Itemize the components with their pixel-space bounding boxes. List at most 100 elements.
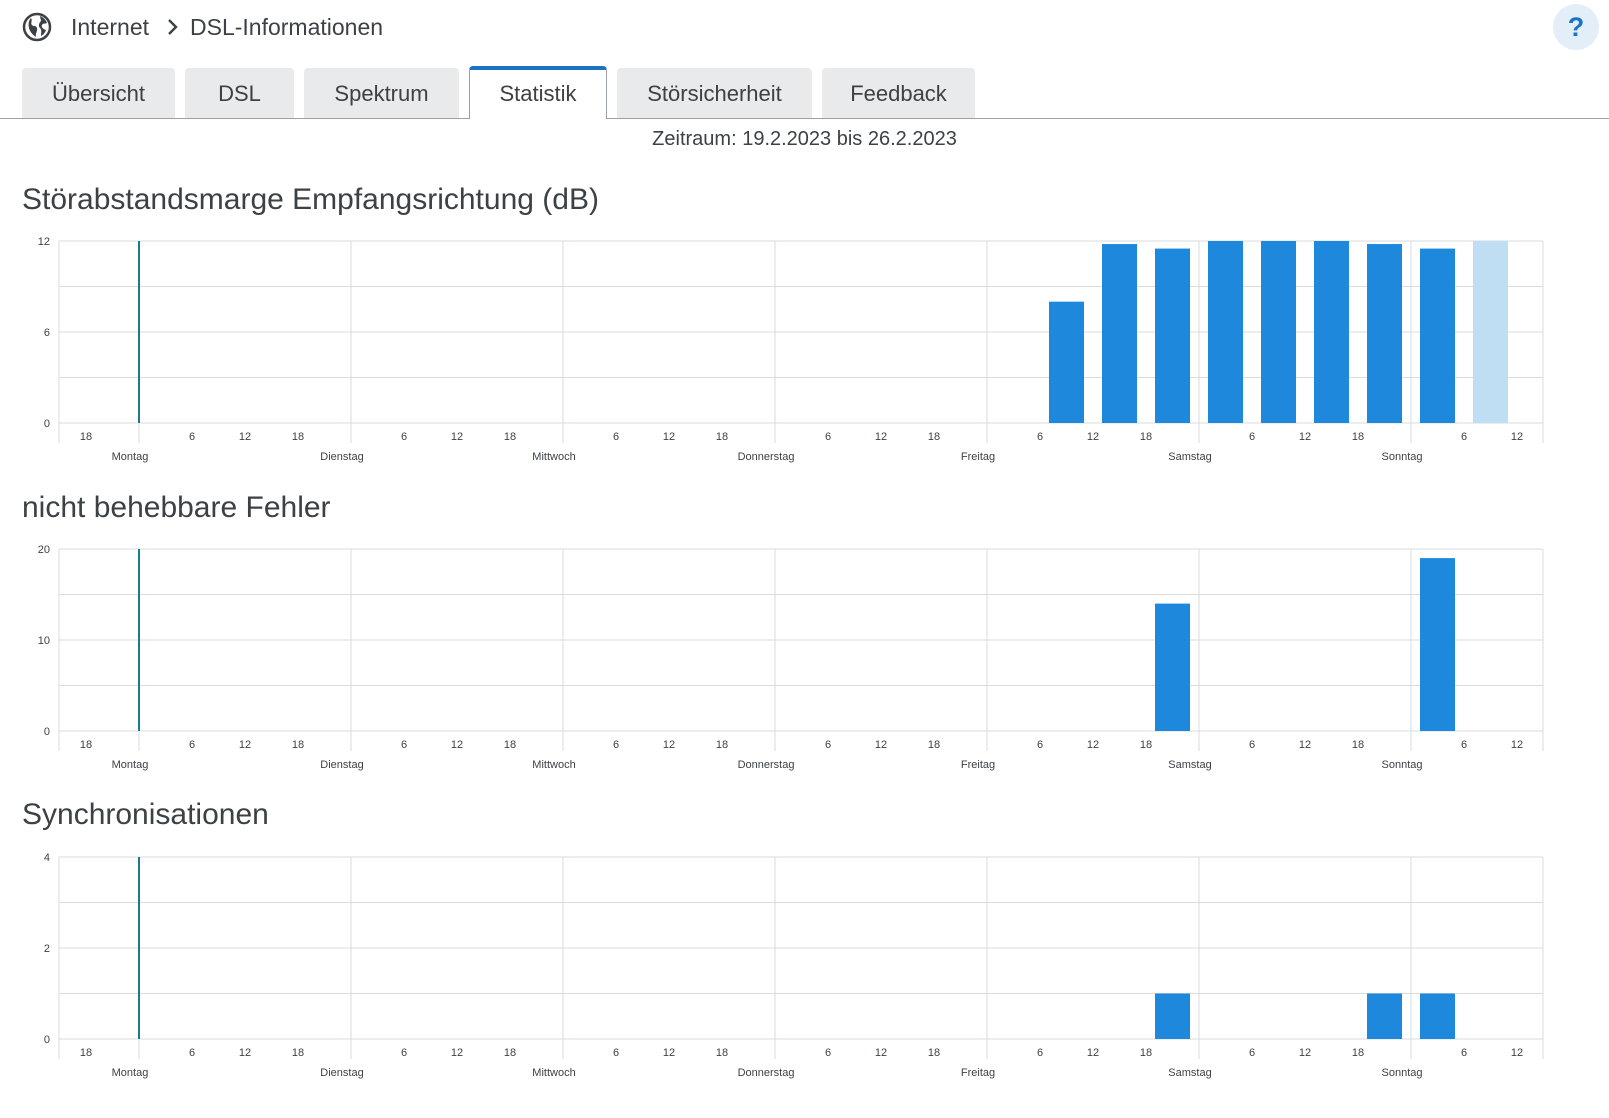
- bar[interactable]: [1155, 248, 1190, 423]
- x-tick-label: 18: [1140, 1047, 1152, 1059]
- x-day-label: Freitag: [961, 1067, 995, 1079]
- bar[interactable]: [1155, 993, 1190, 1040]
- y-tick-label: 0: [44, 418, 50, 430]
- y-tick-label: 10: [38, 635, 50, 647]
- bar[interactable]: [1420, 248, 1455, 423]
- bar[interactable]: [1049, 301, 1084, 423]
- x-tick-label: 18: [504, 739, 516, 751]
- x-tick-label: 6: [1249, 739, 1255, 751]
- tab-stoersicherheit[interactable]: Störsicherheit: [617, 68, 812, 118]
- x-tick-label: 6: [1249, 431, 1255, 443]
- page-header: Internet DSL-Informationen ?: [0, 0, 1609, 60]
- x-tick-label: 12: [451, 431, 463, 443]
- bar[interactable]: [1367, 244, 1402, 423]
- x-tick-label: 18: [928, 739, 940, 751]
- tab-spektrum[interactable]: Spektrum: [304, 68, 459, 118]
- chart-svg: 0 2 4 18 6 12 18 6 12 18 6 12 18 6 12 18 6 12 18 6 12 18 6 12 Mo…: [44, 852, 1544, 1079]
- bar[interactable]: [1420, 558, 1455, 731]
- x-day-label: Dienstag: [320, 1067, 363, 1079]
- chart-title-uncorrectable-errors: nicht behebbare Fehler: [22, 491, 331, 524]
- x-tick-label: 6: [825, 1047, 831, 1059]
- x-tick-label: 12: [1299, 431, 1311, 443]
- x-tick-label: 12: [875, 431, 887, 443]
- chart-synchronisations: 0 2 4 18 6 12 18 6 12 18 6 12 18 6 12 18 6 12 18 6 12 18 6 12 Mo…: [0, 847, 1609, 1117]
- x-tick-label: 12: [451, 1047, 463, 1059]
- x-tick-label: 18: [716, 739, 728, 751]
- tab-feedback[interactable]: Feedback: [822, 68, 975, 118]
- x-tick-label: 6: [825, 739, 831, 751]
- y-tick-label: 4: [44, 852, 50, 864]
- x-day-label: Samstag: [1168, 1067, 1211, 1079]
- bar[interactable]: [1314, 241, 1349, 423]
- x-day-label: Dienstag: [320, 451, 363, 463]
- x-tick-label: 12: [239, 431, 251, 443]
- x-tick-label: 6: [401, 1047, 407, 1059]
- x-day-label: Mittwoch: [532, 1067, 575, 1079]
- x-tick-label: 12: [1087, 739, 1099, 751]
- bar[interactable]: [1473, 241, 1508, 423]
- x-tick-label: 6: [1037, 1047, 1043, 1059]
- tab-bar: Übersicht DSL Spektrum Statistik Störsic…: [0, 66, 1609, 119]
- x-tick-label: 6: [1461, 1047, 1467, 1059]
- y-tick-label: 0: [44, 1034, 50, 1046]
- x-day-label: Sonntag: [1382, 451, 1423, 463]
- x-tick-label: 6: [1249, 1047, 1255, 1059]
- chart-svg: 0 10 20 18 6 12 18 6 12 18 6 12 18 6 12 18 6 12 18 6 12 18 6 12…: [38, 544, 1544, 771]
- bar[interactable]: [1102, 244, 1137, 423]
- x-tick-label: 12: [451, 739, 463, 751]
- x-tick-label: 18: [504, 1047, 516, 1059]
- x-tick-label: 18: [292, 1047, 304, 1059]
- breadcrumb-internet[interactable]: Internet: [71, 14, 149, 40]
- x-tick-label: 6: [613, 1047, 619, 1059]
- x-tick-label: 18: [292, 739, 304, 751]
- x-day-label: Montag: [112, 451, 149, 463]
- x-day-label: Donnerstag: [738, 1067, 795, 1079]
- x-tick-label: 18: [80, 431, 92, 443]
- tab-statistik[interactable]: Statistik: [469, 66, 607, 119]
- x-tick-label: 12: [239, 739, 251, 751]
- x-day-label: Donnerstag: [738, 759, 795, 771]
- bar[interactable]: [1155, 603, 1190, 731]
- x-tick-label: 18: [292, 431, 304, 443]
- x-day-label: Montag: [112, 1067, 149, 1079]
- y-tick-label: 20: [38, 544, 50, 556]
- bar[interactable]: [1367, 993, 1402, 1040]
- bar[interactable]: [1208, 241, 1243, 423]
- x-tick-label: 6: [613, 739, 619, 751]
- x-tick-label: 12: [663, 1047, 675, 1059]
- x-tick-label: 6: [401, 431, 407, 443]
- bar[interactable]: [1420, 993, 1455, 1040]
- x-tick-label: 12: [1087, 431, 1099, 443]
- x-tick-label: 6: [1037, 739, 1043, 751]
- x-tick-label: 18: [1140, 431, 1152, 443]
- chevron-right-icon: [168, 19, 178, 35]
- tab-dsl[interactable]: DSL: [185, 68, 294, 118]
- breadcrumb-dsl-informationen: DSL-Informationen: [190, 14, 384, 40]
- bar[interactable]: [1261, 241, 1296, 423]
- help-button[interactable]: ?: [1553, 4, 1599, 50]
- x-tick-label: 12: [663, 431, 675, 443]
- x-tick-label: 18: [1140, 739, 1152, 751]
- tab-uebersicht[interactable]: Übersicht: [22, 68, 175, 118]
- x-tick-label: 6: [1461, 431, 1467, 443]
- x-tick-label: 6: [189, 1047, 195, 1059]
- chart-snr-margin: 0 6 12 18 6 12 18 6 12 18 6 12 18 6 12 18 6 12 18 6 12 18 6 12 M…: [0, 231, 1609, 501]
- x-tick-label: 6: [825, 431, 831, 443]
- x-tick-label: 6: [613, 431, 619, 443]
- x-day-label: Dienstag: [320, 759, 363, 771]
- x-tick-label: 18: [80, 739, 92, 751]
- x-tick-label: 12: [875, 739, 887, 751]
- x-day-label: Montag: [112, 759, 149, 771]
- x-tick-label: 18: [928, 1047, 940, 1059]
- chart-svg: 0 6 12 18 6 12 18 6 12 18 6 12 18 6 12 18 6 12 18 6 12 18 6 12 M…: [38, 236, 1544, 463]
- chart-title-snr-margin: Störabstandsmarge Empfangsrichtung (dB): [22, 183, 599, 216]
- x-tick-label: 12: [875, 1047, 887, 1059]
- x-day-label: Mittwoch: [532, 451, 575, 463]
- x-day-label: Mittwoch: [532, 759, 575, 771]
- x-tick-label: 6: [401, 739, 407, 751]
- x-tick-label: 18: [928, 431, 940, 443]
- x-day-label: Freitag: [961, 759, 995, 771]
- chart-uncorrectable-errors: 0 10 20 18 6 12 18 6 12 18 6 12 18 6 12 18 6 12 18 6 12 18 6 12…: [0, 539, 1609, 809]
- x-tick-label: 12: [1511, 431, 1523, 443]
- x-day-label: Donnerstag: [738, 451, 795, 463]
